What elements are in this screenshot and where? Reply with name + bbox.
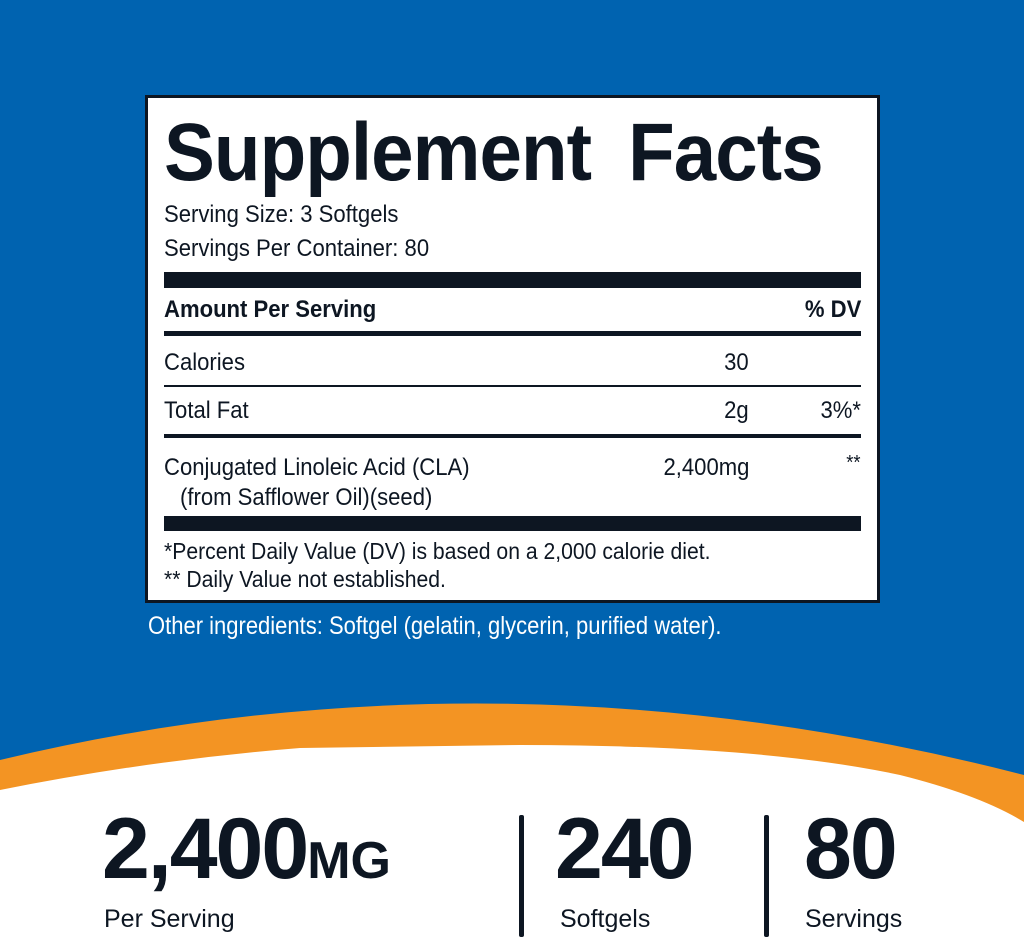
divider-medium: [164, 434, 861, 438]
stat-servings-label: Servings: [805, 905, 903, 933]
row-calories-amount: 30: [724, 349, 749, 376]
stat-softgels-label: Softgels: [560, 905, 651, 933]
other-ingredients: Other ingredients: Softgel (gelatin, gly…: [148, 612, 722, 640]
row-cla-dv: **: [846, 452, 861, 474]
divider-thick: [164, 516, 861, 531]
stat-amount-unit: MG: [307, 832, 391, 890]
servings-per-container: Servings Per Container: 80: [164, 235, 430, 262]
divider-thin: [164, 385, 861, 387]
row-fat-name: Total Fat: [164, 397, 249, 424]
stat-divider: [764, 815, 769, 937]
divider-medium: [164, 331, 861, 336]
row-fat-dv: 3%*: [820, 397, 861, 424]
serving-size: Serving Size: 3 Softgels: [164, 201, 399, 228]
supplement-facts-panel: Supplement Facts Serving Size: 3 Softgel…: [145, 95, 880, 603]
row-calories-name: Calories: [164, 349, 245, 376]
row-cla-source: (from Safflower Oil)(seed): [180, 484, 433, 511]
stat-amount: 2,400MG: [102, 800, 391, 899]
stat-divider: [519, 815, 524, 937]
stat-amount-value: 2,400: [102, 801, 309, 897]
row-fat-amount: 2g: [724, 397, 749, 424]
stat-amount-label: Per Serving: [104, 905, 235, 933]
header-amount: Amount Per Serving: [164, 296, 377, 323]
row-cla-amount: 2,400mg: [663, 454, 749, 481]
row-cla-name: Conjugated Linoleic Acid (CLA): [164, 454, 470, 481]
header-dv: % DV: [804, 296, 861, 323]
stat-softgels-value: 240: [555, 801, 694, 897]
stat-servings-value: 80: [804, 801, 898, 897]
facts-title: Supplement Facts: [164, 107, 824, 198]
footnote-dv: *Percent Daily Value (DV) is based on a …: [164, 538, 711, 564]
footnote-not-established: ** Daily Value not established.: [164, 566, 446, 592]
divider-thick: [164, 272, 861, 288]
